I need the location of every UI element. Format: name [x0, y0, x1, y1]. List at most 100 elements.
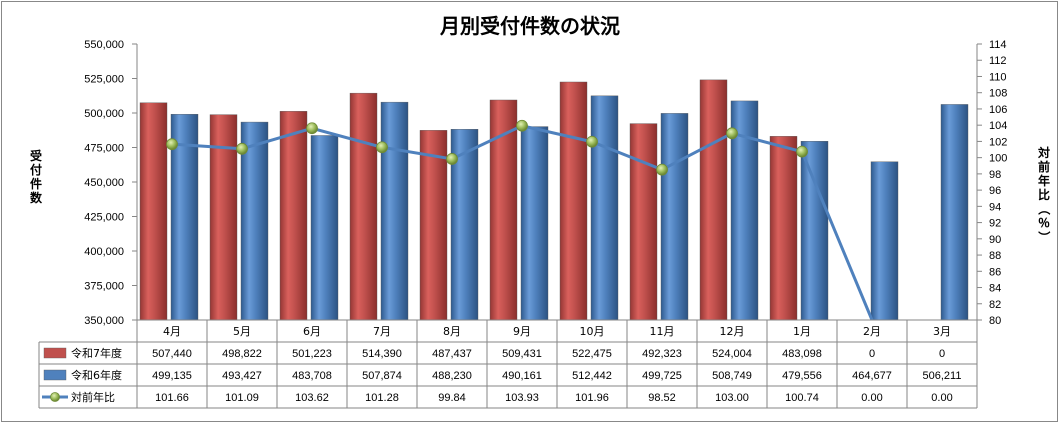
category-label: 3月: [933, 325, 951, 338]
data-label: 508,749: [712, 370, 752, 382]
data-label: 487,437: [432, 348, 472, 360]
legend-swatch: [43, 369, 67, 381]
data-label: 98.52: [648, 392, 676, 404]
legend-entry: 令和6年度: [43, 368, 122, 382]
bar-r7: [139, 102, 168, 321]
data-label: 501,223: [292, 348, 332, 360]
data-label: 103.00: [715, 392, 749, 404]
y-tick-label: 500,000: [84, 108, 124, 120]
y2-tick-label: 114: [989, 39, 1007, 51]
y2-tick-label: 80: [989, 315, 1001, 327]
data-label: 492,323: [642, 348, 682, 360]
data-label: 498,822: [222, 348, 262, 360]
data-label: 101.28: [365, 392, 399, 404]
y2-tick-label: 100: [989, 153, 1007, 165]
category-label: 10月: [580, 325, 605, 338]
ratio-marker: [376, 141, 388, 154]
bars-layer: [139, 79, 969, 321]
data-label: 512,442: [572, 370, 612, 382]
y2-tick-label: 92: [989, 218, 1001, 230]
axis-title-char: 付: [30, 162, 42, 177]
data-label: 103.93: [505, 392, 539, 404]
bar-r6: [520, 126, 549, 321]
ratio-marker: [306, 122, 318, 135]
y-tick-label: 550,000: [84, 39, 124, 51]
y2-tick-label: 96: [989, 185, 1001, 197]
category-label: 6月: [303, 325, 321, 338]
data-label: 524,004: [712, 348, 752, 360]
data-label: 101.09: [225, 392, 259, 404]
y-tick-label: 400,000: [84, 246, 124, 258]
y-tick-label: 450,000: [84, 177, 124, 189]
legend-label: 令和6年度: [71, 368, 122, 382]
category-label: 12月: [720, 325, 745, 338]
bar-r6: [940, 104, 969, 321]
data-label: 103.62: [295, 392, 329, 404]
y-tick-label: 475,000: [84, 143, 124, 155]
category-label: 7月: [373, 325, 391, 338]
bar-r6: [240, 121, 269, 321]
y2-tick-label: 112: [989, 55, 1007, 67]
bar-r7: [349, 92, 378, 321]
axis-title-char: 年: [1038, 173, 1050, 188]
y2-axis-title: 対前年比（％）: [1037, 145, 1052, 243]
bar-r6: [870, 161, 899, 321]
data-label: 483,098: [782, 348, 822, 360]
data-label: 506,211: [923, 370, 962, 382]
category-label: 8月: [443, 325, 461, 338]
data-label: 479,556: [782, 370, 822, 382]
legend-label: 対前年比: [71, 390, 115, 404]
bar-r6: [310, 135, 339, 321]
data-label: 0.00: [931, 392, 952, 404]
y2-tick-label: 102: [989, 136, 1007, 148]
y2-tick-label: 94: [989, 201, 1001, 213]
data-label: 0: [939, 348, 945, 360]
axis-title-char: 受: [30, 148, 42, 163]
data-label: 509,431: [502, 348, 542, 360]
data-label: 499,135: [152, 370, 192, 382]
bar-r6: [590, 95, 619, 321]
bar-r7: [699, 79, 728, 321]
data-label: 101.66: [155, 392, 189, 404]
axis-title-char: （: [1037, 203, 1052, 215]
y2-tick-label: 88: [989, 250, 1001, 262]
y-axis-title: 受付件数: [30, 148, 43, 205]
legend-marker-swatch: [50, 392, 60, 402]
chart-title: 月別受付件数の状況: [439, 14, 620, 38]
category-label: 5月: [233, 325, 251, 338]
ratio-marker: [726, 127, 738, 140]
ratio-line-layer: [166, 119, 874, 321]
axis-title-char: 数: [30, 190, 43, 205]
data-label: 490,161: [502, 370, 542, 382]
y2-tick-label: 108: [989, 88, 1007, 100]
data-label: 483,708: [292, 370, 332, 382]
bar-r7: [489, 99, 518, 321]
data-label: 99.84: [438, 392, 466, 404]
axis-title-char: ％: [1038, 216, 1050, 230]
category-label: 11月: [650, 325, 675, 338]
data-label: 499,725: [642, 370, 682, 382]
bar-r7: [629, 123, 658, 321]
bar-r7: [419, 130, 448, 321]
y2-tick-label: 86: [989, 266, 1001, 278]
axis-title-char: ）: [1037, 231, 1052, 243]
bar-r6: [660, 113, 689, 321]
ratio-marker: [796, 145, 808, 158]
legend-label: 令和7年度: [71, 346, 122, 360]
y-tick-label: 525,000: [84, 74, 124, 86]
data-label: 101.96: [575, 392, 609, 404]
y-tick-label: 375,000: [84, 281, 124, 293]
ratio-marker: [446, 153, 458, 165]
category-label: 1月: [793, 325, 811, 338]
data-label: 464,677: [852, 370, 892, 382]
legend-swatch: [43, 347, 67, 359]
category-label: 4月: [163, 325, 181, 338]
y2-tick-label: 82: [989, 299, 1001, 311]
legend-entry: 令和7年度: [43, 346, 122, 360]
y2-tick-label: 110: [989, 71, 1007, 83]
axis-title-char: 比: [1038, 187, 1050, 202]
data-label: 488,230: [432, 370, 472, 382]
bar-r7: [279, 111, 308, 321]
